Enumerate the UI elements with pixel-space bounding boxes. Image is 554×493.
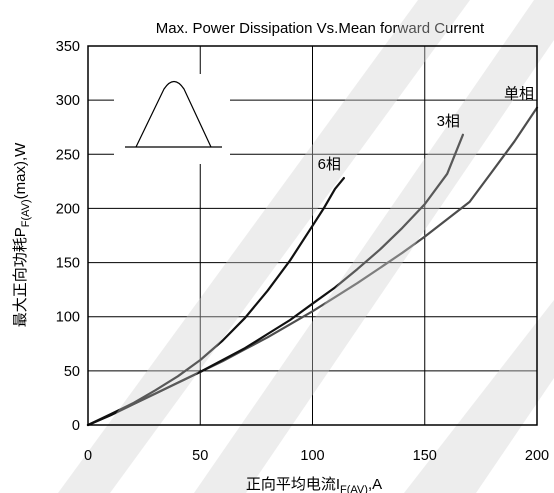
x-axis-label-suffix: ,A: [368, 476, 382, 493]
x-tick-label: 200: [525, 448, 549, 464]
x-axis-label: 正向平均电流IF(AV),A: [246, 476, 382, 493]
inset-waveform-icon: [114, 74, 230, 164]
watermark-stripe: [404, 300, 554, 493]
y-tick-label: 50: [64, 364, 80, 380]
watermark: [58, 0, 554, 493]
x-tick-label: 100: [300, 448, 324, 464]
x-axis-label-subscript: F(AV): [340, 484, 368, 493]
x-axis-label-main: 正向平均电流I: [246, 476, 340, 493]
inset-background: [114, 74, 230, 164]
y-tick-label: 200: [56, 201, 80, 217]
y-tick-label: 250: [56, 147, 80, 163]
series-line-3: [86, 177, 345, 427]
y-axis-label-suffix: (max),W: [12, 142, 29, 199]
series-line-2: [86, 133, 464, 427]
x-tick-label: 0: [84, 448, 92, 464]
y-axis-label-subscript: F(AV): [20, 199, 32, 227]
y-tick-label: 350: [56, 39, 80, 55]
y-tick-label: 100: [56, 310, 80, 326]
y-tick-label: 300: [56, 93, 80, 109]
series-label-1: 单相: [504, 86, 534, 103]
watermark-stripe: [58, 0, 470, 493]
series-label-3: 6相: [318, 156, 341, 173]
y-axis-label: 最大正向功耗PF(AV)(max),W: [12, 142, 32, 327]
tick-labels: 0 50 100 150 200 0 50 100 150 200 250 300 350: [56, 39, 549, 464]
x-tick-label: 50: [192, 448, 208, 464]
series-label-2: 3相: [437, 113, 460, 130]
chart-title: Max. Power Dissipation Vs.Mean forward C…: [156, 20, 485, 37]
x-tick-label: 150: [413, 448, 437, 464]
series-labels: 单相 3相 6相: [318, 86, 534, 173]
y-tick-label: 0: [72, 418, 80, 434]
plot-border: [87, 45, 538, 426]
watermark-stripe: [194, 0, 554, 493]
y-tick-label: 150: [56, 256, 80, 272]
inset-pulse: [135, 80, 212, 148]
series-group: [86, 106, 539, 427]
plot-frame: [87, 45, 538, 426]
y-axis-label-main: 最大正向功耗P: [12, 227, 29, 327]
